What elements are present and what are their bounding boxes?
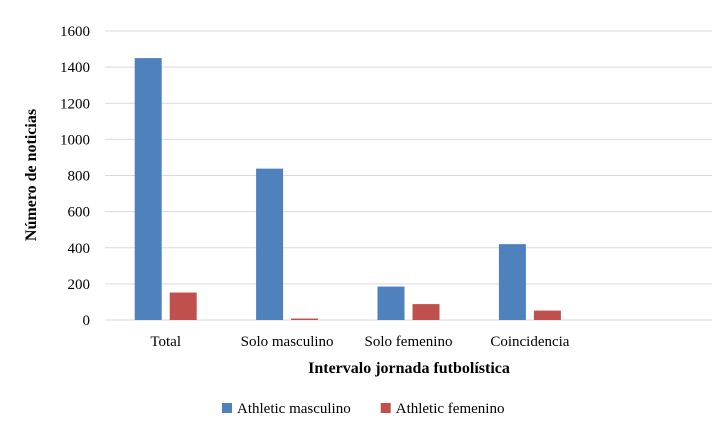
bar-masculino-1 xyxy=(134,58,162,320)
y-tick-label: 600 xyxy=(68,205,91,221)
y-tick-label: 0 xyxy=(83,313,91,329)
bar-masculino-3 xyxy=(377,286,405,320)
y-tick-label: 200 xyxy=(68,277,91,293)
bar-femenino-4 xyxy=(533,310,561,320)
x-axis-title: Intervalo jornada futbolística xyxy=(308,360,510,377)
y-tick-label: 1400 xyxy=(60,60,90,76)
x-axis-ticks: Total Solo masculino Solo femenino Coincide… xyxy=(150,334,569,350)
legend: Athletic masculino Athletic femenino xyxy=(222,401,504,417)
bars xyxy=(134,58,561,320)
y-tick-label: 1000 xyxy=(60,132,90,148)
y-axis-ticks: 0 200 400 600 800 1000 1200 1400 1600 xyxy=(60,24,90,329)
x-tick-label: Coincidencia xyxy=(490,334,569,350)
bar-masculino-4 xyxy=(498,244,526,320)
y-tick-label: 1600 xyxy=(60,24,90,40)
legend-swatch-1 xyxy=(222,403,232,413)
gridlines xyxy=(105,30,712,321)
legend-label-1: Athletic masculino xyxy=(237,401,351,417)
x-tick-label: Solo femenino xyxy=(365,334,453,350)
bar-femenino-1 xyxy=(169,292,197,320)
x-tick-label: Solo masculino xyxy=(241,334,334,350)
y-tick-label: 800 xyxy=(68,169,91,185)
bar-femenino-3 xyxy=(412,304,440,320)
y-tick-label: 400 xyxy=(68,241,91,257)
x-tick-label: Total xyxy=(150,334,181,350)
bar-femenino-2 xyxy=(291,318,319,320)
y-axis-title: Número de noticias xyxy=(23,109,40,241)
y-tick-label: 1200 xyxy=(60,96,90,112)
legend-swatch-2 xyxy=(380,403,391,413)
legend-label-2: Athletic femenino xyxy=(396,401,505,417)
bar-masculino-2 xyxy=(256,168,284,320)
